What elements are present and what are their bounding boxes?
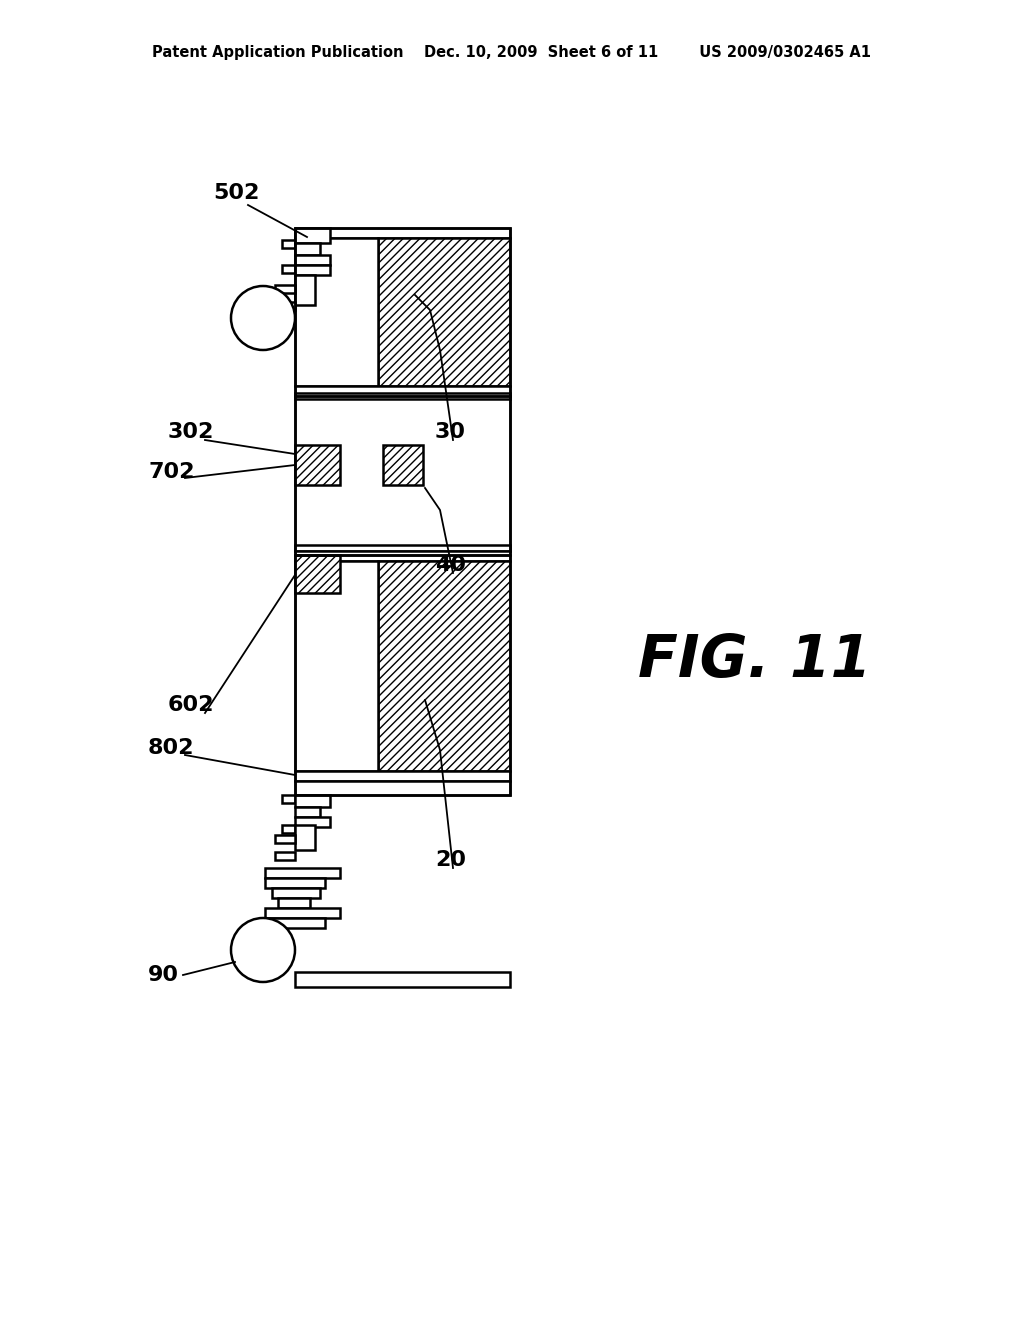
- Bar: [272, 888, 319, 898]
- Bar: [295, 393, 510, 399]
- Circle shape: [231, 917, 295, 982]
- Bar: [295, 238, 378, 385]
- Bar: [378, 561, 510, 771]
- Bar: [295, 265, 330, 275]
- Bar: [378, 238, 510, 385]
- Bar: [295, 445, 340, 484]
- Bar: [295, 550, 510, 561]
- Text: 702: 702: [148, 462, 195, 482]
- Bar: [295, 817, 330, 828]
- Bar: [295, 545, 510, 550]
- Bar: [295, 275, 315, 305]
- Bar: [275, 851, 295, 861]
- Bar: [265, 878, 325, 888]
- Bar: [265, 908, 340, 917]
- Bar: [295, 228, 330, 243]
- Bar: [282, 265, 295, 273]
- Bar: [282, 825, 295, 833]
- Bar: [295, 972, 510, 987]
- Bar: [295, 396, 510, 554]
- Bar: [278, 898, 310, 908]
- Bar: [282, 795, 295, 803]
- Bar: [295, 554, 510, 795]
- Bar: [295, 554, 340, 593]
- Bar: [295, 385, 510, 396]
- Text: Patent Application Publication    Dec. 10, 2009  Sheet 6 of 11        US 2009/03: Patent Application Publication Dec. 10, …: [153, 45, 871, 59]
- Text: 40: 40: [435, 554, 466, 576]
- Bar: [295, 561, 378, 771]
- Text: 502: 502: [213, 183, 259, 203]
- Bar: [275, 836, 295, 843]
- Text: FIG. 11: FIG. 11: [638, 631, 871, 689]
- Text: 90: 90: [148, 965, 179, 985]
- Text: 802: 802: [148, 738, 195, 758]
- Bar: [295, 396, 510, 550]
- Bar: [282, 240, 295, 248]
- Bar: [383, 445, 423, 484]
- Bar: [295, 228, 510, 396]
- Bar: [295, 243, 319, 255]
- Bar: [275, 302, 295, 310]
- Text: 20: 20: [435, 850, 466, 870]
- Text: 602: 602: [168, 696, 214, 715]
- Bar: [295, 255, 330, 265]
- Bar: [295, 228, 510, 238]
- Bar: [295, 781, 510, 795]
- Bar: [265, 917, 325, 928]
- Text: 302: 302: [168, 422, 214, 442]
- Bar: [295, 807, 319, 817]
- Bar: [295, 825, 315, 850]
- Bar: [295, 795, 330, 807]
- Bar: [295, 771, 510, 781]
- Circle shape: [231, 286, 295, 350]
- Bar: [265, 869, 340, 878]
- Bar: [275, 285, 295, 293]
- Text: 30: 30: [435, 422, 466, 442]
